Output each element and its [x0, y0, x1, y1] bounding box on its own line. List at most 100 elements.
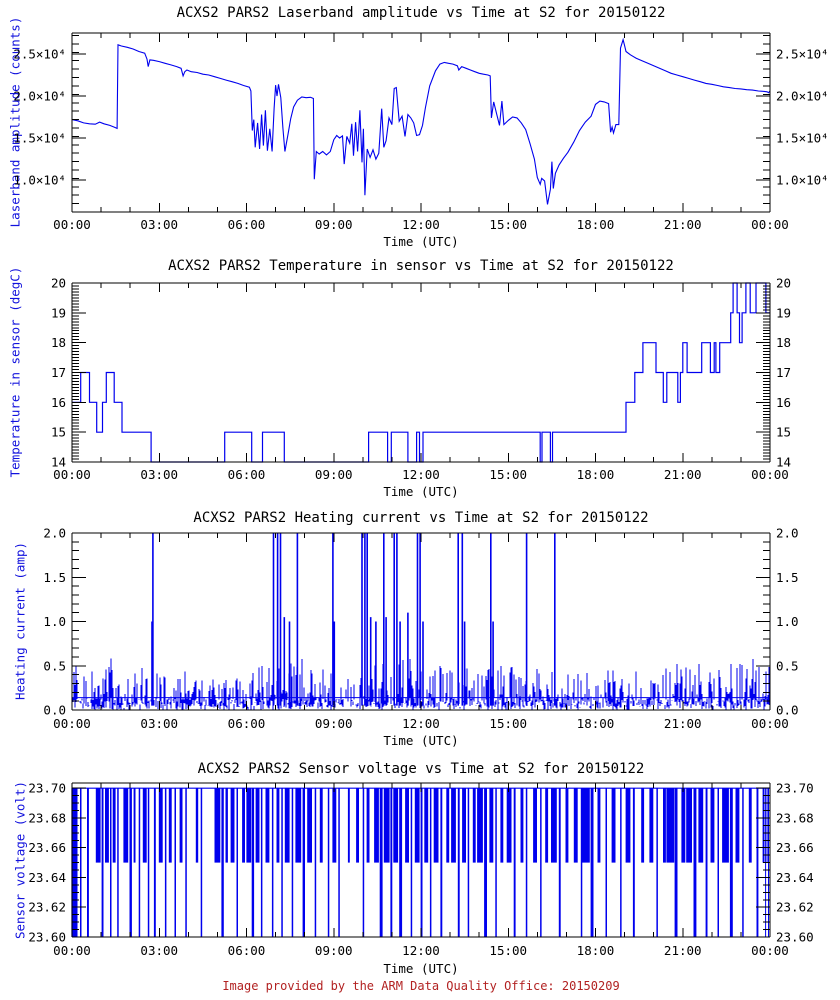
- voltage-drop-bar: [565, 788, 569, 863]
- voltage-drop-bar: [133, 788, 136, 863]
- y-tick-label-right: 1.5×10⁴: [776, 131, 829, 146]
- voltage-drop-bar: [356, 788, 359, 863]
- x-tick-label: 06:00: [227, 943, 266, 958]
- y-tick-label-left: 18: [51, 335, 66, 350]
- voltage-drop-bar: [307, 788, 312, 863]
- y-tick-label-left: 1.5: [43, 570, 66, 585]
- voltage-drop-bar: [295, 788, 302, 863]
- plot-area: 1.0×10⁴ 1.0×10⁴ 1.5×10⁴ 1.5×10⁴ 2.0×10⁴ 2.0×1…: [13, 32, 829, 213]
- y-tick-label-right: 23.66: [776, 840, 814, 855]
- x-tick-label: 15:00: [489, 943, 528, 958]
- voltage-drop-bar: [735, 788, 740, 863]
- plot-area: 23.60 23.60 23.62 23.62 23.64 23.64 23.66 23.66…: [28, 781, 814, 945]
- voltage-drop-bar: [686, 788, 692, 863]
- voltage-drop-bar: [433, 788, 439, 863]
- voltage-drop-bar: [242, 788, 245, 863]
- y-tick-label-left: 16: [51, 395, 66, 410]
- voltage-drop-bar: [611, 788, 616, 863]
- voltage-drop-bar: [489, 788, 494, 863]
- x-tick-label: 09:00: [314, 467, 353, 482]
- voltage-drop-bar: [495, 788, 497, 938]
- chart-title: ACXS2 PARS2 Heating current vs Time at S…: [193, 510, 649, 526]
- voltage-drop-bar: [276, 788, 280, 863]
- x-tick-label: 00:00: [53, 943, 91, 958]
- voltage-drop-bar: [101, 788, 104, 938]
- voltage-drop-bar: [620, 788, 622, 938]
- voltage-drop-bar: [693, 788, 697, 938]
- voltage-drop-bar: [649, 788, 654, 863]
- voltage-drop-bar: [110, 788, 112, 938]
- y-tick-label-right: 23.68: [776, 810, 814, 825]
- voltage-drop-bar: [420, 788, 423, 938]
- x-tick-label: 06:00: [227, 467, 266, 482]
- voltage-drop-bar: [123, 788, 129, 863]
- y-tick-label-left: 14: [51, 455, 66, 470]
- voltage-drop-bar: [717, 788, 719, 938]
- x-tick-label: 21:00: [663, 217, 702, 232]
- x-tick-label: 15:00: [489, 716, 528, 731]
- y-tick-label-left: 1.5×10⁴: [13, 131, 66, 146]
- y-tick-label-right: 14: [776, 455, 791, 470]
- x-tick-label: 03:00: [140, 467, 179, 482]
- x-tick-label: 09:00: [314, 716, 353, 731]
- chart-title: ACXS2 PARS2 Sensor voltage vs Time at S2…: [197, 761, 645, 777]
- y-tick-label-left: 1.0×10⁴: [13, 173, 66, 188]
- voltage-drop-bar: [462, 788, 466, 863]
- voltage-drop-bar: [255, 788, 260, 863]
- chart-panel-sensor-voltage: ACXS2 PARS2 Sensor voltage vs Time at S2…: [0, 755, 840, 1000]
- voltage-drop-bar: [414, 788, 420, 863]
- voltage-drop-bar: [520, 788, 524, 863]
- voltage-drop-bar: [214, 788, 221, 863]
- voltage-drop-bar: [366, 788, 370, 863]
- chart-panel-laserband-amplitude: ACXS2 PARS2 Laserband amplitude vs Time …: [0, 0, 840, 250]
- voltage-drop-bar: [446, 788, 450, 863]
- y-tick-label-right: 17: [776, 365, 791, 380]
- y-tick-label-left: 20: [51, 276, 66, 291]
- voltage-drop-bar: [164, 788, 167, 938]
- x-tick-label: 00:00: [53, 217, 91, 232]
- voltage-drop-bar: [221, 788, 224, 938]
- x-tick-label: 00:00: [751, 217, 789, 232]
- voltage-drop-bar: [582, 788, 590, 863]
- voltage-drop-bar: [314, 788, 317, 938]
- voltage-drop-bar: [332, 788, 337, 863]
- voltage-drop-bar: [271, 788, 274, 938]
- spikes: [151, 533, 556, 706]
- voltage-drop-bar: [440, 788, 443, 938]
- y-tick-label-right: 1.0×10⁴: [776, 173, 829, 188]
- voltage-drop-bar: [500, 788, 504, 863]
- voltage-drop-bar: [158, 788, 163, 863]
- voltage-drop-bar: [390, 788, 393, 938]
- voltage-drop-bar: [710, 788, 715, 863]
- voltage-drop-bar: [319, 788, 323, 863]
- axes-frame: [71, 532, 771, 711]
- caption: Image provided by the ARM Data Quality O…: [222, 979, 620, 993]
- x-tick-label: 12:00: [402, 943, 440, 958]
- y-tick-label-right: 19: [776, 305, 791, 320]
- voltage-drop-bar: [467, 788, 470, 938]
- voltage-drop-bar: [338, 788, 340, 938]
- y-tick-label-left: 2.0×10⁴: [13, 89, 66, 104]
- voltage-drop-bar: [393, 788, 399, 863]
- voltage-drop-bar: [525, 788, 528, 938]
- voltage-drop-bar: [513, 788, 516, 938]
- voltage-drop-bar: [374, 788, 379, 863]
- y-tick-label-right: 0.0: [776, 703, 799, 718]
- voltage-drop-bar: [410, 788, 413, 938]
- x-axis-label: Time (UTC): [383, 234, 459, 249]
- x-tick-label: 00:00: [53, 467, 91, 482]
- x-axis-label: Time (UTC): [383, 733, 459, 748]
- y-tick-label-left: 23.62: [28, 900, 66, 915]
- voltage-drop-bar: [545, 788, 549, 863]
- voltage-drop-bar: [327, 788, 330, 938]
- voltage-drop-bar: [362, 788, 365, 938]
- voltage-drop-bar: [705, 788, 708, 938]
- voltage-drop-bar: [748, 788, 752, 863]
- voltage-drop-bar: [185, 788, 187, 938]
- voltage-drop-bar: [281, 788, 283, 938]
- y-tick-label-left: 15: [51, 425, 66, 440]
- chart-title: ACXS2 PARS2 Laserband amplitude vs Time …: [176, 5, 666, 21]
- voltage-drop-bar: [590, 788, 594, 938]
- voltage-drop-bar: [573, 788, 578, 863]
